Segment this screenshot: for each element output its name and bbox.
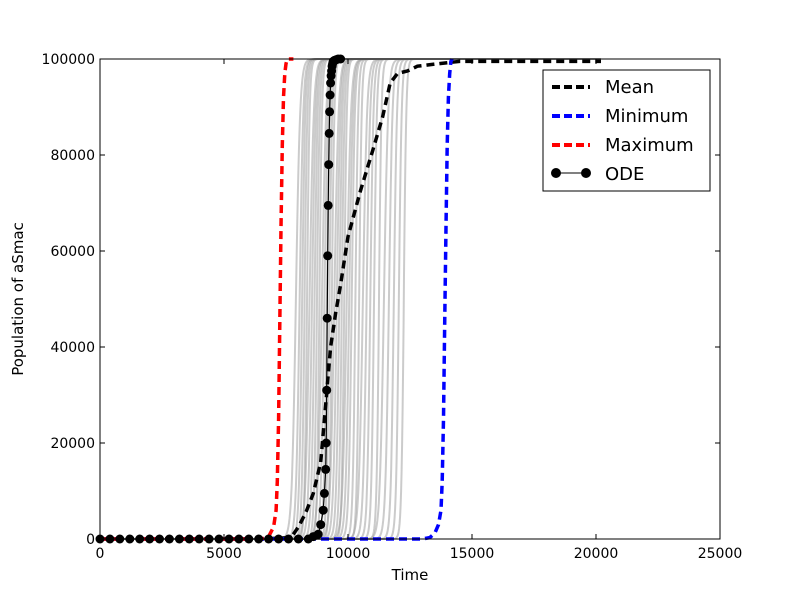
ode-point-33 — [324, 160, 334, 170]
x-tick-label: 0 — [96, 546, 105, 562]
legend-label-minimum: Minimum — [605, 106, 688, 127]
series-line-mean — [100, 59, 601, 541]
ode-point-29 — [322, 385, 332, 395]
ode-point-27 — [321, 464, 331, 474]
ode-point-34 — [324, 128, 334, 138]
ode-point-37 — [326, 78, 336, 88]
legend-label-maximum: Maximum — [605, 135, 694, 156]
x-tick-label: 5000 — [206, 546, 242, 562]
legend-label-ode: ODE — [605, 164, 644, 185]
x-tick-label: 25000 — [698, 546, 743, 562]
ode-point-23 — [313, 529, 323, 539]
legend-label-mean: Mean — [605, 77, 654, 98]
ode-point-26 — [319, 488, 329, 498]
ode-point-24 — [316, 520, 326, 530]
legend-marker-ode-left — [551, 168, 561, 178]
x-tick-label: 15000 — [450, 546, 495, 562]
ode-point-25 — [318, 505, 328, 515]
legend-marker-ode-right — [581, 168, 591, 178]
x-tick-label: 10000 — [326, 546, 371, 562]
y-tick-label: 60000 — [50, 244, 95, 260]
ode-point-35 — [325, 107, 335, 117]
y-tick-label: 20000 — [50, 436, 95, 452]
ode-point-31 — [323, 251, 333, 261]
y-tick-label: 80000 — [50, 148, 95, 164]
y-axis-label: Population of aSmac — [9, 222, 27, 376]
legend-box — [542, 69, 711, 192]
ode-point-36 — [325, 90, 335, 100]
ode-point-30 — [322, 313, 332, 323]
plot-area: 0 5000 10000 15000 20000 25000 0 20000 40000 6000… — [42, 52, 743, 562]
y-tick-label: 40000 — [50, 340, 95, 356]
legend: Mean Minimum Maximum ODE — [542, 69, 711, 192]
trajectory-line-20 — [100, 58, 601, 540]
y-tick-label: 100000 — [42, 52, 95, 68]
x-axis-label: Time — [391, 566, 429, 584]
ode-point-32 — [323, 200, 333, 210]
y-tick-label: 0 — [86, 532, 95, 548]
series-line-maximum — [100, 57, 294, 541]
ode-point-28 — [321, 438, 331, 448]
series-line-minimum — [100, 58, 454, 541]
axes-frame — [99, 58, 721, 540]
x-tick-label: 20000 — [574, 546, 619, 562]
